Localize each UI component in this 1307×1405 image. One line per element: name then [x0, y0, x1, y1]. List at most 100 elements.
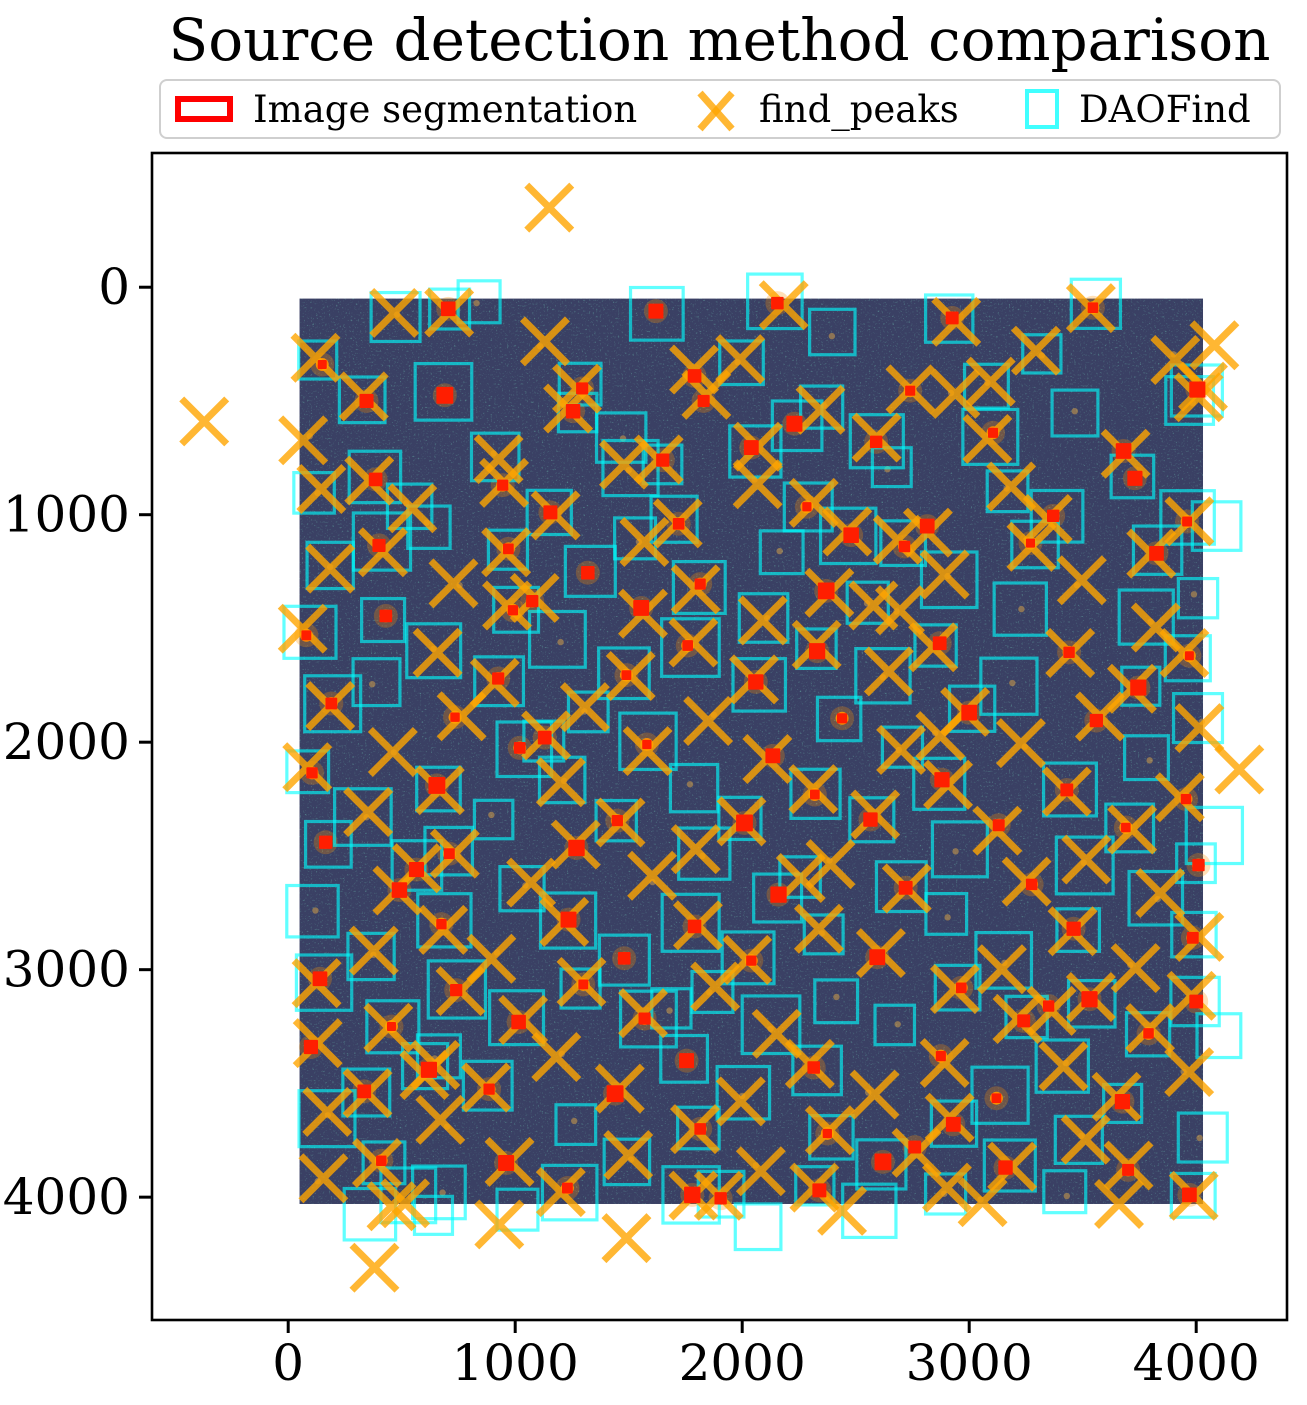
- y-tick-label: 3000: [3, 941, 130, 999]
- daofind-square: [924, 891, 969, 936]
- daofind-square: [1042, 1169, 1088, 1215]
- segmentation-rect: [497, 479, 509, 491]
- segmentation-rect: [1087, 302, 1099, 313]
- segmentation-rect: [991, 1093, 1002, 1104]
- x-tick-label: 0: [272, 1334, 304, 1392]
- cyan-square-swatch-icon: [1025, 89, 1059, 129]
- segmentation-rect: [1081, 991, 1098, 1008]
- daofind-square: [566, 690, 610, 734]
- legend-label-image-segmentation: Image segmentation: [253, 87, 638, 131]
- x-marker: [1174, 911, 1225, 962]
- daofind-square: [992, 581, 1048, 637]
- daofind-square: [815, 695, 863, 743]
- x-marker: [732, 459, 783, 510]
- segmentation-rect: [1149, 546, 1164, 561]
- segmentation-rect: [503, 543, 514, 555]
- x-marker: [428, 558, 479, 609]
- segmentation-rect: [498, 1155, 515, 1172]
- segmentation-rect: [679, 1053, 695, 1069]
- x-marker: [601, 1213, 652, 1264]
- x-marker: [559, 682, 610, 733]
- segmentation-rect: [863, 812, 878, 827]
- x-marker: [1110, 943, 1161, 994]
- red-rectangle-swatch-icon: [175, 96, 233, 122]
- daofind-square: [668, 762, 720, 814]
- daofind-square: [563, 544, 617, 598]
- daofind-square: [880, 725, 925, 769]
- daofind-square: [1066, 978, 1117, 1029]
- daofind-square: [930, 820, 989, 879]
- x-marker: [715, 1076, 766, 1127]
- x-marker: [795, 384, 846, 435]
- x-marker: [366, 1181, 417, 1232]
- segmentation-rect: [1060, 783, 1074, 797]
- legend: Image segmentation find_peaks DAOFind: [159, 79, 1281, 139]
- x-marker: [1164, 1047, 1215, 1098]
- segmentation-rect: [746, 955, 757, 966]
- segmentation-rect: [325, 697, 338, 710]
- x-marker: [290, 332, 341, 383]
- x-marker: [369, 287, 420, 338]
- daofind-square: [676, 1105, 721, 1151]
- segmentation-rect: [961, 704, 978, 721]
- segmentation-rect: [420, 1061, 438, 1078]
- daofind-square: [297, 1089, 357, 1149]
- x-marker: [482, 580, 533, 631]
- segmentation-rect: [898, 540, 911, 553]
- daofind-square: [848, 413, 905, 470]
- daofind-square: [488, 989, 546, 1047]
- segmentation-rect: [372, 538, 386, 552]
- segmentation-rect: [513, 742, 526, 754]
- daofind-square: [717, 795, 763, 842]
- x-marker: [278, 415, 329, 466]
- segmentation-rect: [568, 839, 585, 857]
- x-marker: [524, 182, 575, 233]
- segmentation-rect: [507, 605, 519, 616]
- segmentation-rect: [1042, 1000, 1055, 1012]
- segmentation-rect: [617, 951, 631, 965]
- segmentation-rect: [743, 440, 759, 456]
- x-marker: [474, 1199, 525, 1250]
- daofind-square: [525, 488, 573, 537]
- daofind-square: [559, 967, 602, 1010]
- segmentation-rect: [1181, 1187, 1197, 1203]
- segmentation-rects: [301, 296, 1206, 1205]
- x-marker: [367, 726, 418, 777]
- daofind-square: [537, 755, 587, 805]
- x-marker: [298, 1153, 349, 1204]
- segmentation-rect: [621, 670, 632, 680]
- segmentation-rect: [988, 427, 999, 438]
- segmentation-rect: [376, 1155, 387, 1166]
- x-marker: [965, 356, 1016, 407]
- segmentation-rect: [1189, 994, 1204, 1009]
- segmentation-rect: [301, 630, 312, 641]
- segmentation-rect: [611, 815, 623, 827]
- segmentation-rect: [934, 772, 950, 788]
- segmentation-rect: [306, 767, 318, 779]
- daofind-square: [802, 913, 845, 956]
- daofind-square: [1055, 907, 1102, 953]
- daofind-square: [472, 798, 515, 841]
- legend-label-daofind: DAOFind: [1079, 87, 1251, 131]
- daofind-square: [1169, 1171, 1217, 1219]
- daofind-square: [1010, 519, 1060, 570]
- daofind-square: [731, 657, 788, 713]
- segmentation-rect: [869, 435, 883, 449]
- legend-item-daofind: DAOFind: [1025, 81, 1251, 137]
- x-marker: [619, 517, 670, 567]
- x-marker: [788, 764, 839, 815]
- daofind-square: [628, 285, 685, 342]
- segmentation-rect: [945, 1116, 961, 1132]
- x-marker: [387, 483, 438, 534]
- segmentation-rect: [807, 1061, 820, 1074]
- x-marker: [735, 1146, 786, 1197]
- segmentation-rect: [1192, 858, 1205, 872]
- segmentation-rect: [450, 712, 460, 722]
- daofind-square: [770, 399, 824, 453]
- segmentation-rect: [672, 517, 685, 530]
- x-marker: [919, 1037, 970, 1088]
- segmentation-rect: [905, 385, 916, 396]
- x-marker: [1060, 1114, 1111, 1165]
- daofind-square: [879, 519, 928, 568]
- daofind-square: [495, 720, 554, 779]
